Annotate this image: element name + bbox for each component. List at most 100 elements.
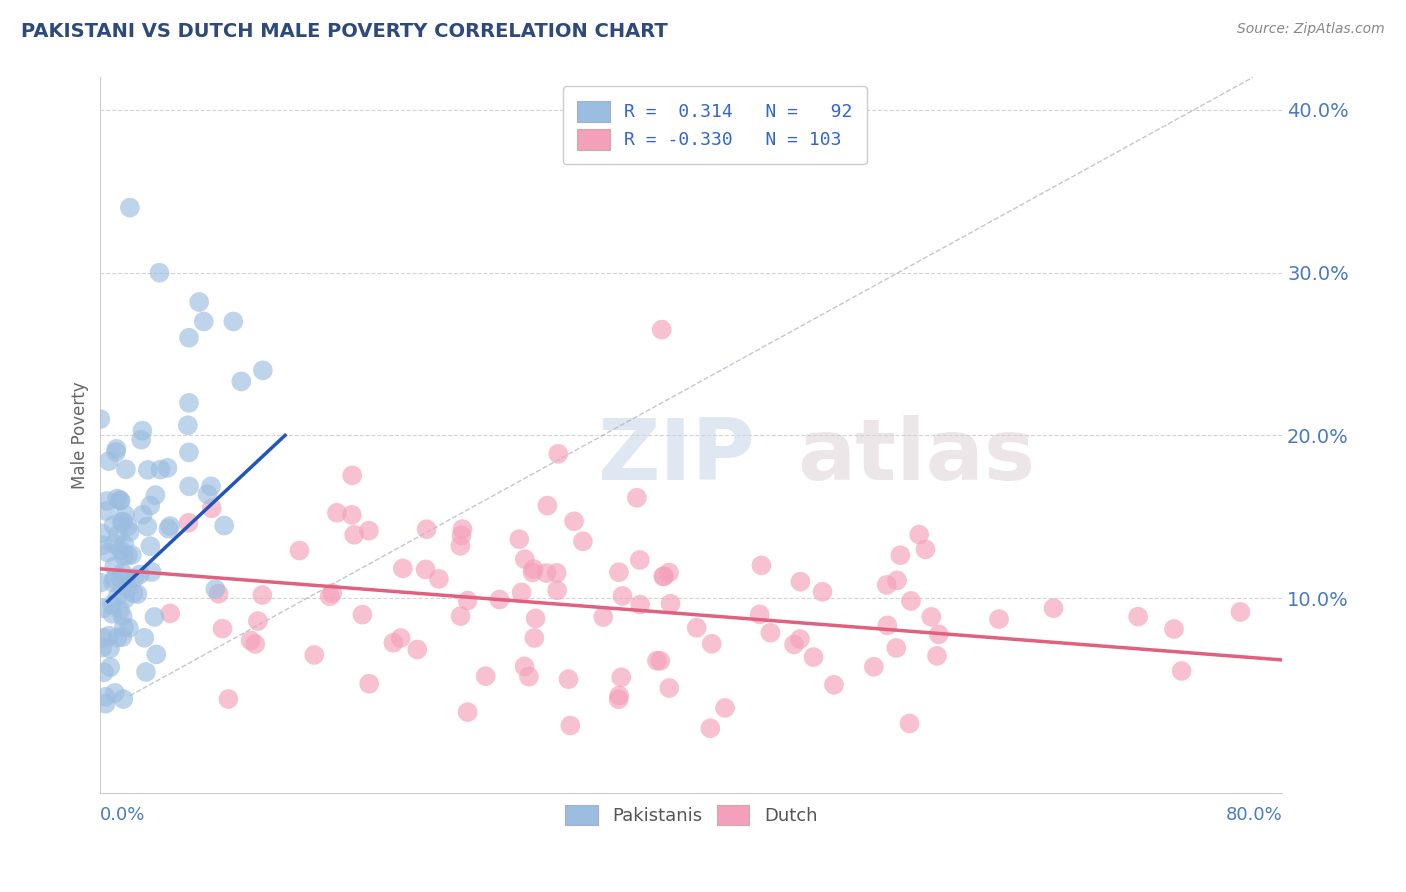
Point	[546, 583, 568, 598]
Point	[928, 627, 950, 641]
Point	[450, 609, 472, 624]
Point	[522, 562, 544, 576]
Point	[252, 588, 274, 602]
Point	[415, 522, 437, 536]
Point	[1170, 664, 1192, 678]
Point	[159, 519, 181, 533]
Point	[288, 543, 311, 558]
Point	[546, 566, 568, 580]
Point	[652, 569, 675, 583]
Point	[211, 622, 233, 636]
Point	[96, 494, 118, 508]
Point	[523, 631, 546, 645]
Point	[117, 519, 139, 533]
Point	[111, 609, 134, 624]
Point	[658, 681, 681, 695]
Point	[91, 631, 114, 645]
Point	[651, 323, 673, 337]
Point	[112, 620, 135, 634]
Point	[513, 659, 536, 673]
Point	[118, 524, 141, 539]
Point	[98, 641, 121, 656]
Point	[626, 491, 648, 505]
Point	[610, 670, 633, 684]
Point	[122, 586, 145, 600]
Point	[222, 314, 245, 328]
Text: PAKISTANI VS DUTCH MALE POVERTY CORRELATION CHART: PAKISTANI VS DUTCH MALE POVERTY CORRELAT…	[21, 22, 668, 41]
Point	[427, 572, 450, 586]
Point	[111, 566, 134, 580]
Point	[212, 518, 235, 533]
Point	[252, 363, 274, 377]
Point	[560, 718, 582, 732]
Point	[91, 601, 114, 615]
Point	[135, 665, 157, 679]
Point	[94, 697, 117, 711]
Point	[143, 610, 166, 624]
Point	[239, 633, 262, 648]
Point	[107, 527, 129, 541]
Point	[217, 692, 239, 706]
Point	[121, 548, 143, 562]
Point	[510, 585, 533, 599]
Point	[884, 640, 907, 655]
Point	[159, 607, 181, 621]
Point	[139, 499, 162, 513]
Point	[103, 572, 125, 586]
Point	[105, 491, 128, 506]
Point	[101, 575, 124, 590]
Point	[811, 584, 834, 599]
Point	[524, 611, 547, 625]
Point	[508, 532, 530, 546]
Point	[200, 479, 222, 493]
Point	[474, 669, 496, 683]
Point	[105, 442, 128, 456]
Point	[110, 493, 132, 508]
Point	[652, 569, 675, 583]
Point	[457, 705, 479, 719]
Point	[107, 631, 129, 645]
Point	[920, 610, 942, 624]
Point	[900, 594, 922, 608]
Point	[751, 558, 773, 573]
Point	[686, 621, 709, 635]
Point	[1229, 605, 1251, 619]
Point	[612, 589, 634, 603]
Point	[136, 463, 159, 477]
Point	[628, 598, 651, 612]
Point	[115, 462, 138, 476]
Point	[117, 582, 139, 596]
Point	[607, 565, 630, 579]
Point	[101, 598, 124, 612]
Point	[122, 571, 145, 585]
Point	[103, 559, 125, 574]
Point	[645, 654, 668, 668]
Point	[131, 424, 153, 438]
Point	[107, 590, 129, 604]
Point	[115, 572, 138, 586]
Point	[823, 678, 845, 692]
Point	[522, 566, 544, 580]
Point	[114, 508, 136, 522]
Point	[201, 501, 224, 516]
Point	[101, 607, 124, 621]
Point	[127, 587, 149, 601]
Point	[607, 692, 630, 706]
Point	[513, 552, 536, 566]
Point	[1042, 601, 1064, 615]
Point	[94, 504, 117, 518]
Point	[148, 266, 170, 280]
Point	[700, 637, 723, 651]
Point	[415, 562, 437, 576]
Point	[876, 618, 898, 632]
Point	[389, 631, 412, 645]
Point	[517, 670, 540, 684]
Point	[699, 721, 721, 735]
Point	[562, 514, 585, 528]
Point	[1163, 622, 1185, 636]
Point	[898, 716, 921, 731]
Point	[141, 565, 163, 579]
Point	[110, 543, 132, 558]
Point	[572, 534, 595, 549]
Point	[156, 460, 179, 475]
